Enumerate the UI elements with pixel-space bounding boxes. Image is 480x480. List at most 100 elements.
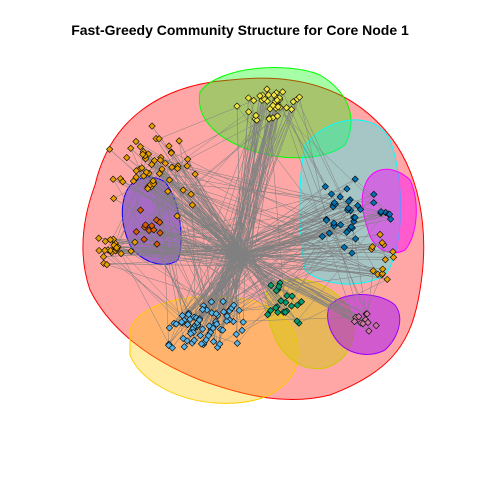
edge [103, 175, 144, 257]
node-green [264, 91, 273, 99]
node-olive [277, 297, 285, 305]
node-lightblue [239, 318, 247, 326]
node-olive [293, 317, 301, 325]
edge [240, 267, 276, 309]
node-orange [164, 187, 172, 195]
edge [248, 250, 271, 311]
edge [228, 257, 240, 311]
node-lightblue [232, 330, 240, 338]
node-orange [155, 135, 163, 143]
edge [239, 212, 386, 263]
node-purple [372, 321, 380, 330]
node-olive [283, 292, 291, 300]
node-magenta [370, 199, 378, 207]
node-lightblue [233, 339, 241, 347]
node-blue [140, 235, 148, 243]
node-lightblue [223, 317, 231, 325]
node-lightblue [178, 312, 187, 320]
edge [117, 247, 170, 345]
node-orange [132, 137, 140, 146]
node-orange [149, 177, 157, 185]
node-green [273, 112, 282, 120]
node-blue [145, 226, 153, 235]
node-orange [158, 165, 166, 173]
node-orange [123, 154, 131, 162]
edge [168, 118, 256, 346]
node-lightblue [235, 306, 243, 314]
node-lightblue [216, 340, 224, 348]
node-cyan [340, 243, 348, 251]
edge [160, 160, 169, 346]
node-lightblue [203, 306, 211, 314]
edge [242, 264, 246, 323]
node-lightblue [179, 334, 187, 343]
edge [237, 255, 362, 324]
edge [153, 183, 234, 259]
node-blue [132, 228, 140, 236]
node-olive [267, 306, 275, 315]
edge [277, 100, 326, 187]
edge [140, 209, 245, 253]
node-cyan [347, 223, 355, 231]
node-orange [117, 249, 125, 258]
node-orange [173, 212, 181, 220]
edge [202, 258, 233, 330]
node-orange [110, 194, 118, 203]
node-lightblue [238, 326, 246, 334]
edge [242, 251, 388, 280]
node-orange [368, 243, 377, 251]
node-lightblue [205, 322, 213, 330]
node-orange [168, 163, 176, 171]
node-orange [191, 170, 199, 178]
edge [135, 141, 179, 167]
node-orange [131, 238, 139, 246]
node-orange [188, 201, 196, 209]
node-olive [281, 308, 289, 316]
node-green [252, 111, 260, 120]
node-blue [148, 222, 156, 230]
node-magenta [370, 190, 378, 199]
edge [130, 226, 145, 252]
node-olive [287, 302, 296, 310]
node-lightblue [196, 331, 204, 340]
edge [239, 97, 249, 258]
edge [145, 224, 240, 256]
edge [244, 261, 369, 323]
edge [297, 98, 355, 222]
node-orange [378, 239, 386, 247]
edge [234, 109, 292, 261]
edge [250, 94, 269, 254]
node-orange [376, 230, 384, 239]
edge [182, 186, 326, 324]
edge [160, 159, 382, 212]
edge [298, 279, 388, 324]
edge [177, 165, 391, 220]
node-cyan [336, 193, 344, 201]
node-orange [127, 247, 135, 255]
node-orange [378, 269, 387, 278]
node-green [253, 116, 261, 124]
node-cyan [322, 216, 331, 224]
node-cyan [345, 197, 353, 206]
node-green [245, 108, 253, 116]
node-orange [132, 173, 140, 181]
edge [226, 100, 278, 255]
node-green [263, 85, 271, 93]
edge [134, 242, 204, 306]
edge [110, 239, 207, 340]
node-orange [374, 270, 382, 278]
node-orange [179, 186, 187, 194]
node-orange [101, 237, 109, 245]
edge [286, 107, 369, 323]
node-lightblue [187, 330, 195, 338]
edge [160, 157, 284, 313]
node-lightblue [209, 338, 218, 346]
node-green [270, 91, 278, 99]
node-blue [156, 218, 164, 226]
node-orange [99, 253, 108, 261]
node-orange [165, 142, 173, 150]
edge [116, 248, 244, 259]
edge [235, 213, 389, 258]
node-orange [165, 176, 174, 184]
